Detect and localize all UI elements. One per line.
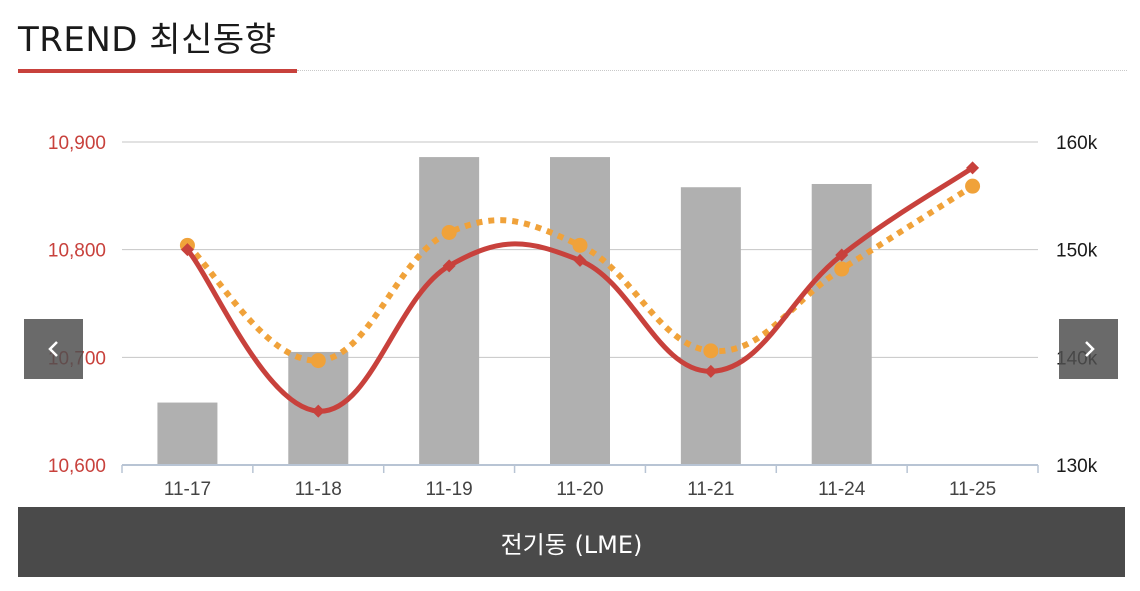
solid-series-point [311,404,325,418]
dotted-series-point [572,237,588,253]
x-tick-label: 11-21 [687,479,734,500]
solid-series-point [180,243,194,257]
dotted-series-point [834,261,850,277]
bar [680,187,741,465]
commodity-caption: 전기동 (LME) [18,507,1125,577]
x-tick-label: 11-19 [426,479,473,500]
y-right-tick-label: 130k [1056,456,1098,477]
solid-series-point [704,364,718,378]
chevron-right-icon [1084,341,1095,357]
title-divider [297,70,1127,71]
x-tick-label: 11-24 [818,479,866,500]
x-tick-label: 11-25 [949,479,996,500]
dotted-series-point [703,343,719,359]
x-tick-label: 11-20 [556,479,603,500]
trend-chart: 10,60010,70010,80010,900130k140k150k160k… [48,133,1098,500]
dotted-series-point [965,178,981,194]
dotted-series-point [441,224,457,240]
chevron-left-icon [47,341,58,357]
y-left-tick-label: 10,900 [48,133,106,154]
y-right-tick-label: 160k [1056,133,1098,154]
x-tick-label: 11-18 [295,479,342,500]
bar [811,183,872,466]
title-underline [18,69,297,73]
bar [419,157,480,465]
dotted-series-point [310,353,326,369]
next-button[interactable] [1059,319,1118,379]
bar [157,402,218,465]
y-left-tick-label: 10,600 [48,456,106,477]
solid-series-point [966,161,980,175]
solid-series-point [573,253,587,267]
bar [550,157,610,465]
prev-button[interactable] [24,319,83,379]
solid-series-point [835,248,849,262]
page-title: TREND 최신동향 [18,20,277,60]
solid-series-point [442,259,456,273]
y-left-tick-label: 10,800 [48,241,106,262]
y-right-tick-label: 150k [1056,241,1098,262]
x-tick-label: 11-17 [164,479,211,500]
